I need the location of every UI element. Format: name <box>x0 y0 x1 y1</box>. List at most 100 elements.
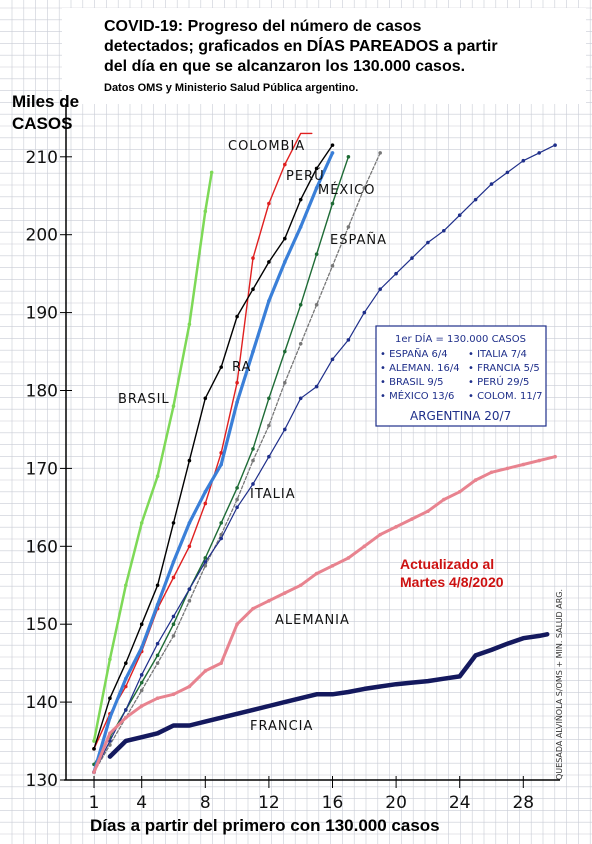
data-point-1 <box>124 684 128 689</box>
data-point-6 <box>489 182 494 186</box>
data-point-8 <box>378 684 383 689</box>
data-point-6 <box>346 338 351 342</box>
data-point-6 <box>108 739 112 743</box>
data-point-5 <box>187 599 192 603</box>
data-point-7 <box>139 704 144 708</box>
data-point-7 <box>489 470 494 475</box>
data-point-1 <box>235 380 239 385</box>
legend-header: 1er DÍA = 130.000 CASOS <box>395 332 526 345</box>
data-point-0 <box>203 209 208 214</box>
data-point-5 <box>203 563 208 568</box>
data-point-2 <box>283 236 287 241</box>
data-point-6 <box>219 536 223 541</box>
data-point-1 <box>283 162 287 167</box>
data-point-7 <box>473 478 478 482</box>
y-tick-label: 210 <box>26 148 58 168</box>
data-point-3 <box>251 447 255 451</box>
data-point-2 <box>235 314 239 319</box>
data-point-4 <box>314 186 319 190</box>
update-note-line1: Actualizado al <box>400 556 495 572</box>
legend-entry: • ITALIA 7/4 <box>468 349 527 360</box>
x-axis-label: Días a partir del primero con 130.000 ca… <box>90 816 440 835</box>
x-tick-label: 16 <box>322 793 344 813</box>
author-credit: QUESADA ALVIÑOLA S/OMS + MIN. SALUD ARG. <box>555 588 564 780</box>
data-point-2 <box>267 260 271 264</box>
data-point-2 <box>219 365 223 369</box>
x-tick-label: 24 <box>449 793 471 813</box>
data-point-2 <box>155 583 160 588</box>
data-point-8 <box>139 735 144 739</box>
series-label: COLOMBIA <box>228 139 305 154</box>
data-point-3 <box>171 622 176 626</box>
data-point-7 <box>219 661 223 665</box>
series-label: MÉXICO <box>318 182 375 198</box>
data-point-4 <box>171 560 176 564</box>
x-tick-label: 12 <box>258 793 280 813</box>
data-point-0 <box>108 657 112 662</box>
data-point-7 <box>426 509 430 514</box>
chart-source: Datos OMS y Ministerio Salud Pública arg… <box>104 82 359 94</box>
data-point-7 <box>298 583 303 588</box>
data-point-7 <box>521 462 526 467</box>
data-point-2 <box>187 458 192 463</box>
data-point-7 <box>410 517 414 521</box>
x-tick-label: 8 <box>200 793 211 813</box>
data-point-5 <box>314 303 319 307</box>
data-point-5 <box>283 380 287 385</box>
data-point-4 <box>203 489 208 494</box>
data-point-8 <box>124 739 128 743</box>
data-point-6 <box>426 240 430 245</box>
y-tick-label: 190 <box>26 304 58 324</box>
data-point-4 <box>330 151 335 155</box>
data-point-6 <box>267 454 271 459</box>
data-point-4 <box>155 602 160 607</box>
data-point-2 <box>124 661 128 665</box>
data-point-6 <box>553 143 557 147</box>
data-point-6 <box>139 673 144 677</box>
y-tick-label: 200 <box>26 226 58 246</box>
legend-entry: • ALEMAN. 16/4 <box>380 363 460 374</box>
data-point-8 <box>426 679 430 683</box>
data-point-0 <box>187 322 192 327</box>
data-point-4 <box>251 349 255 354</box>
x-tick-label: 1 <box>89 793 100 813</box>
y-axis-label-line1: Miles de <box>12 92 80 111</box>
series-label: FRANCIA <box>250 719 313 734</box>
data-point-3 <box>155 653 160 658</box>
series-label: ESPAÑA <box>330 232 387 248</box>
data-point-6 <box>378 287 383 292</box>
series-label: BRASIL <box>118 392 170 407</box>
data-point-6 <box>235 505 239 510</box>
data-point-6 <box>442 229 446 233</box>
data-point-5 <box>251 458 255 463</box>
series-label: ALEMANIA <box>275 613 350 628</box>
data-point-7 <box>235 622 239 626</box>
data-point-3 <box>267 396 271 401</box>
data-point-6 <box>521 158 526 163</box>
data-point-6 <box>362 310 367 315</box>
y-tick-label: 170 <box>26 459 58 479</box>
data-point-5 <box>139 688 144 693</box>
data-point-0 <box>155 474 160 478</box>
data-point-8 <box>362 687 367 691</box>
data-point-1 <box>251 256 255 260</box>
data-point-0 <box>209 170 214 175</box>
data-point-5 <box>362 186 367 190</box>
data-point-4 <box>219 462 223 467</box>
data-point-3 <box>314 252 319 256</box>
data-point-3 <box>235 486 239 490</box>
data-point-8 <box>457 674 462 679</box>
data-point-7 <box>457 489 462 494</box>
data-point-2 <box>298 197 303 202</box>
data-point-6 <box>203 560 208 564</box>
data-point-8 <box>489 648 494 652</box>
data-point-8 <box>545 632 549 637</box>
data-point-6 <box>330 357 335 362</box>
data-point-5 <box>267 423 271 428</box>
data-point-4 <box>298 225 303 229</box>
data-point-4 <box>235 400 239 404</box>
data-point-7 <box>378 532 383 537</box>
data-point-6 <box>394 271 398 276</box>
data-point-7 <box>283 591 287 595</box>
data-point-7 <box>124 715 128 720</box>
